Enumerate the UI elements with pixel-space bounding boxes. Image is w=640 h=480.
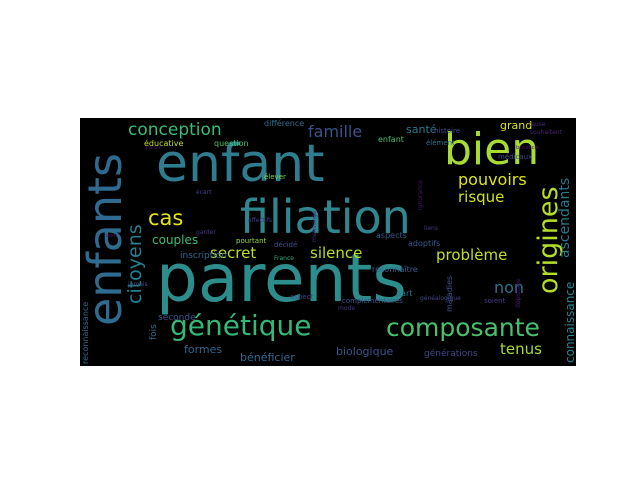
word-cloud: enfant parents filiation enfants bien gé… bbox=[80, 118, 576, 366]
word-famille: famille bbox=[308, 122, 363, 141]
word-maladies: maladies bbox=[445, 275, 454, 312]
word-tenus: tenus bbox=[500, 340, 542, 358]
word-generations: générations bbox=[424, 349, 478, 359]
word-beneficie: bénéficie bbox=[516, 145, 539, 151]
word-grand: grand bbox=[500, 119, 533, 132]
word-medicaux: médicaux bbox=[498, 153, 533, 161]
word-complementaires: complémentaires bbox=[342, 297, 403, 305]
word-mensonge: mensonge bbox=[311, 210, 318, 242]
word-fois: fois bbox=[149, 324, 159, 340]
word-dont: dont bbox=[106, 233, 118, 239]
word-souhaitent: souhaitent bbox=[530, 129, 562, 136]
word-part: part bbox=[396, 289, 413, 298]
word-element: élément bbox=[426, 139, 455, 147]
word-biologique: biologique bbox=[336, 345, 394, 358]
word-entendu: entendu bbox=[152, 230, 157, 231]
word-decide: décidé bbox=[274, 241, 298, 249]
word-filiation: filiation bbox=[240, 190, 411, 244]
word-soient: soient bbox=[484, 297, 506, 305]
word-beneficier: bénéficier bbox=[240, 351, 295, 364]
word-reconnaitre: reconnaître bbox=[372, 265, 418, 274]
word-parents: parents bbox=[156, 240, 407, 317]
word-affectifs: affectifs bbox=[248, 217, 273, 224]
word-cause: cause bbox=[528, 121, 546, 128]
word-ecart: écart bbox=[196, 189, 212, 196]
word-genealogique: généalogique bbox=[420, 295, 461, 302]
word-reconnaissance: reconnaissance bbox=[81, 301, 90, 364]
word-liens: liens bbox=[424, 225, 438, 232]
word-seconde: seconde bbox=[158, 313, 196, 323]
word-enfants: enfants bbox=[80, 153, 132, 326]
word-non: non bbox=[494, 278, 525, 297]
word-pouvoirs: pouvoirs bbox=[458, 170, 527, 189]
word-mode: mode bbox=[338, 305, 356, 312]
word-enfant-small: enfant bbox=[378, 135, 404, 144]
word-genetique: génétique bbox=[170, 309, 312, 342]
word-bien: bien bbox=[444, 124, 540, 175]
word-silence: silence bbox=[310, 244, 363, 262]
word-difference: différence bbox=[264, 119, 305, 128]
word-aspect: aspect bbox=[290, 293, 314, 301]
word-composante: composante bbox=[386, 313, 540, 342]
word-educative: éducative bbox=[144, 139, 184, 148]
word-ignorance: ignorance bbox=[417, 180, 424, 210]
word-parent: parent bbox=[146, 145, 163, 151]
word-conception: conception bbox=[128, 120, 222, 140]
word-pourtant: pourtant bbox=[236, 237, 267, 245]
word-question: question bbox=[214, 139, 249, 148]
word-connaissance: connaissance bbox=[563, 281, 576, 363]
word-secret: secret bbox=[210, 244, 257, 262]
word-sante: santé bbox=[406, 123, 437, 136]
word-risque: risque bbox=[458, 188, 505, 206]
word-citoyens: citoyens bbox=[124, 224, 146, 304]
word-jamais: jamais bbox=[128, 281, 148, 288]
word-formes: formes bbox=[184, 343, 223, 356]
word-couples: couples bbox=[152, 233, 199, 247]
word-france: France bbox=[274, 255, 294, 262]
word-ascendants: ascendants bbox=[557, 177, 573, 258]
word-elever: élever bbox=[264, 173, 286, 181]
word-adoptifs: adoptifs bbox=[408, 239, 441, 248]
word-enfant: enfant bbox=[156, 134, 325, 194]
word-garder: garder bbox=[196, 229, 216, 236]
word-histoire: histoire bbox=[434, 127, 461, 135]
word-aspects: aspects bbox=[376, 231, 407, 240]
word-cas: cas bbox=[148, 206, 184, 230]
word-probleme: problème bbox=[436, 246, 508, 264]
word-depistage: dépistage bbox=[515, 278, 522, 308]
word-inscription: inscription bbox=[180, 251, 227, 261]
